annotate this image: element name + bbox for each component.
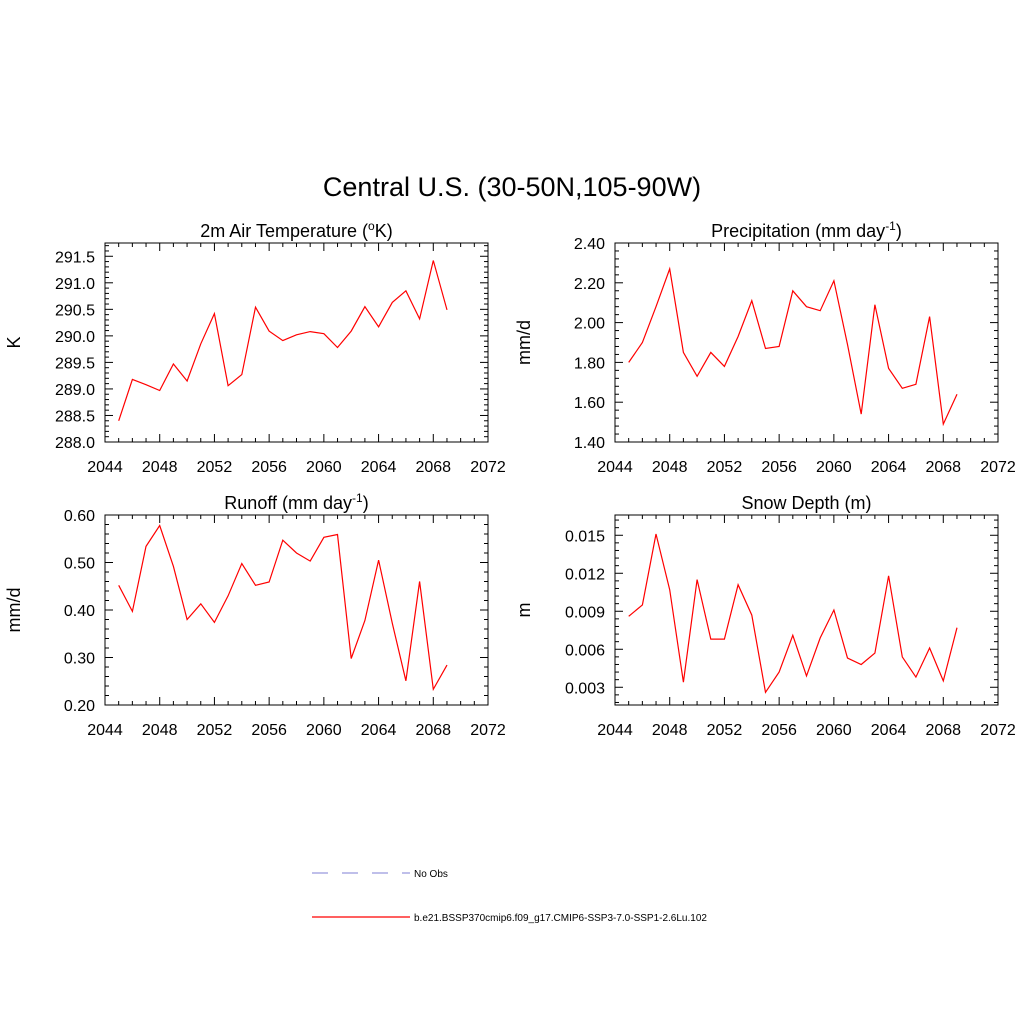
x-tick-label: 2068 <box>415 722 451 739</box>
panel-title-tail: ) <box>363 493 369 513</box>
x-tick-label: 2072 <box>470 722 506 739</box>
panel-1: 2044 2048 2052 2056 2060 2064 2068 2072 288.0 288… <box>4 219 506 476</box>
x-tick-label: 2068 <box>415 459 451 476</box>
x-tick-label: 2064 <box>871 459 907 476</box>
panel-title-main: Precipitation (mm day <box>711 221 885 241</box>
x-tick-label: 2048 <box>142 459 178 476</box>
y-tick-label: 2.20 <box>574 276 605 293</box>
y-tick-label: 288.0 <box>55 435 95 452</box>
x-tick-label: 2064 <box>361 722 397 739</box>
panel-title-tail: K) <box>375 221 393 241</box>
panel-title-main: Runoff (mm day <box>224 493 352 513</box>
x-tick-label: 2048 <box>142 722 178 739</box>
y-tick-label: 2.40 <box>574 236 605 253</box>
y-tick-label: 0.009 <box>565 604 605 621</box>
y-tick-label: 291.5 <box>55 249 95 266</box>
panel-title: Precipitation (mm day-1) <box>711 219 902 241</box>
x-tick-label: 2056 <box>251 722 287 739</box>
x-tick-label: 2056 <box>761 459 797 476</box>
plot-frame <box>614 242 999 443</box>
x-tick-label: 2044 <box>597 722 633 739</box>
x-tick-label: 2072 <box>980 722 1016 739</box>
x-tick-label: 2052 <box>197 722 233 739</box>
y-tick-label: 289.5 <box>55 355 95 372</box>
y-tick-label: 0.012 <box>565 566 605 583</box>
x-tick-label: 2068 <box>925 722 961 739</box>
panel-title-sup: -1 <box>885 219 896 233</box>
panel-title-sup: -1 <box>352 491 363 505</box>
y-tick-label: 0.40 <box>64 603 95 620</box>
y-axis-label: mm/d <box>4 588 24 633</box>
x-tick-label: 2072 <box>980 459 1016 476</box>
y-tick-label: 2.00 <box>574 316 605 333</box>
y-axis-label: m <box>514 603 534 618</box>
y-axis-label: K <box>4 336 24 348</box>
y-tick-label: 0.20 <box>64 698 95 715</box>
x-tick-label: 2044 <box>87 722 123 739</box>
legend-label: No Obs <box>414 869 448 880</box>
y-tick-label: 0.60 <box>64 508 95 525</box>
legend-item: b.e21.BSSP370cmip6.f09_g17.CMIP6-SSP3-7.… <box>312 913 707 924</box>
x-tick-label: 2060 <box>306 722 342 739</box>
x-tick-label: 2052 <box>707 722 743 739</box>
panel-4: 2044 2048 2052 2056 2060 2064 2068 2072 0.003 0.0… <box>514 493 1016 739</box>
y-tick-label: 1.40 <box>574 435 605 452</box>
panel-title: Snow Depth (m) <box>741 493 871 513</box>
x-tick-label: 2048 <box>652 459 688 476</box>
series-line <box>118 524 448 692</box>
panel-3: 2044 2048 2052 2056 2060 2064 2068 2072 0.20 0.30… <box>4 491 506 739</box>
x-tick-label: 2060 <box>816 722 852 739</box>
y-tick-label: 291.0 <box>55 276 95 293</box>
x-tick-label: 2056 <box>251 459 287 476</box>
panel-title-main: Snow Depth (m) <box>741 493 871 513</box>
y-tick-label: 288.5 <box>55 408 95 425</box>
x-tick-label: 2052 <box>707 459 743 476</box>
x-tick-label: 2060 <box>306 459 342 476</box>
y-tick-label: 0.006 <box>565 642 605 659</box>
y-tick-label: 1.80 <box>574 355 605 372</box>
legend-item: No Obs <box>312 869 448 880</box>
x-tick-label: 2048 <box>652 722 688 739</box>
panel-title-main: 2m Air Temperature ( <box>200 221 368 241</box>
x-tick-label: 2068 <box>925 459 961 476</box>
x-tick-label: 2072 <box>470 459 506 476</box>
y-tick-label: 0.003 <box>565 680 605 697</box>
y-tick-label: 0.015 <box>565 528 605 545</box>
x-tick-label: 2056 <box>761 722 797 739</box>
y-tick-label: 1.60 <box>574 395 605 412</box>
y-tick-label: 0.50 <box>64 556 95 573</box>
series-line <box>628 266 958 427</box>
x-tick-label: 2044 <box>87 459 123 476</box>
panel-2: 2044 2048 2052 2056 2060 2064 2068 2072 1.40 1.60… <box>514 219 1016 476</box>
x-tick-label: 2044 <box>597 459 633 476</box>
y-axis-label: mm/d <box>514 320 534 365</box>
legend-label: b.e21.BSSP370cmip6.f09_g17.CMIP6-SSP3-7.… <box>414 913 707 924</box>
panel-title-sup: o <box>368 219 375 233</box>
figure-title: Central U.S. (30-50N,105-90W) <box>323 172 701 202</box>
y-tick-label: 289.0 <box>55 382 95 399</box>
panel-title-tail: ) <box>896 221 902 241</box>
x-tick-label: 2064 <box>871 722 907 739</box>
series-line <box>118 260 448 421</box>
x-tick-label: 2052 <box>197 459 233 476</box>
legend: No Obs b.e21.BSSP370cmip6.f09_g17.CMIP6-S… <box>312 869 707 924</box>
panel-title: Runoff (mm day-1) <box>224 491 368 513</box>
x-tick-label: 2060 <box>816 459 852 476</box>
panel-title: 2m Air Temperature (oK) <box>200 219 392 241</box>
y-tick-label: 290.0 <box>55 329 95 346</box>
plot-frame <box>104 514 489 706</box>
series-line <box>628 533 958 694</box>
y-tick-label: 290.5 <box>55 302 95 319</box>
x-tick-label: 2064 <box>361 459 397 476</box>
y-tick-label: 0.30 <box>64 651 95 668</box>
